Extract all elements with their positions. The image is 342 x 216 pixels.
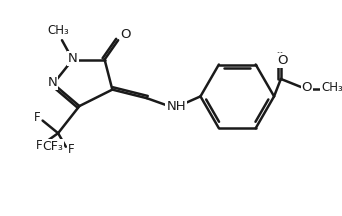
Text: N: N (48, 76, 57, 89)
Text: NH: NH (167, 100, 186, 113)
Text: O: O (121, 28, 131, 41)
Text: N: N (68, 52, 78, 65)
Text: O: O (278, 54, 288, 67)
Text: F: F (36, 139, 42, 152)
Text: CF₃: CF₃ (42, 140, 63, 153)
Text: CH₃: CH₃ (47, 24, 69, 37)
Text: O: O (302, 81, 312, 94)
Text: CH₃: CH₃ (321, 81, 342, 94)
Text: F: F (68, 143, 75, 156)
Text: F: F (34, 111, 40, 124)
